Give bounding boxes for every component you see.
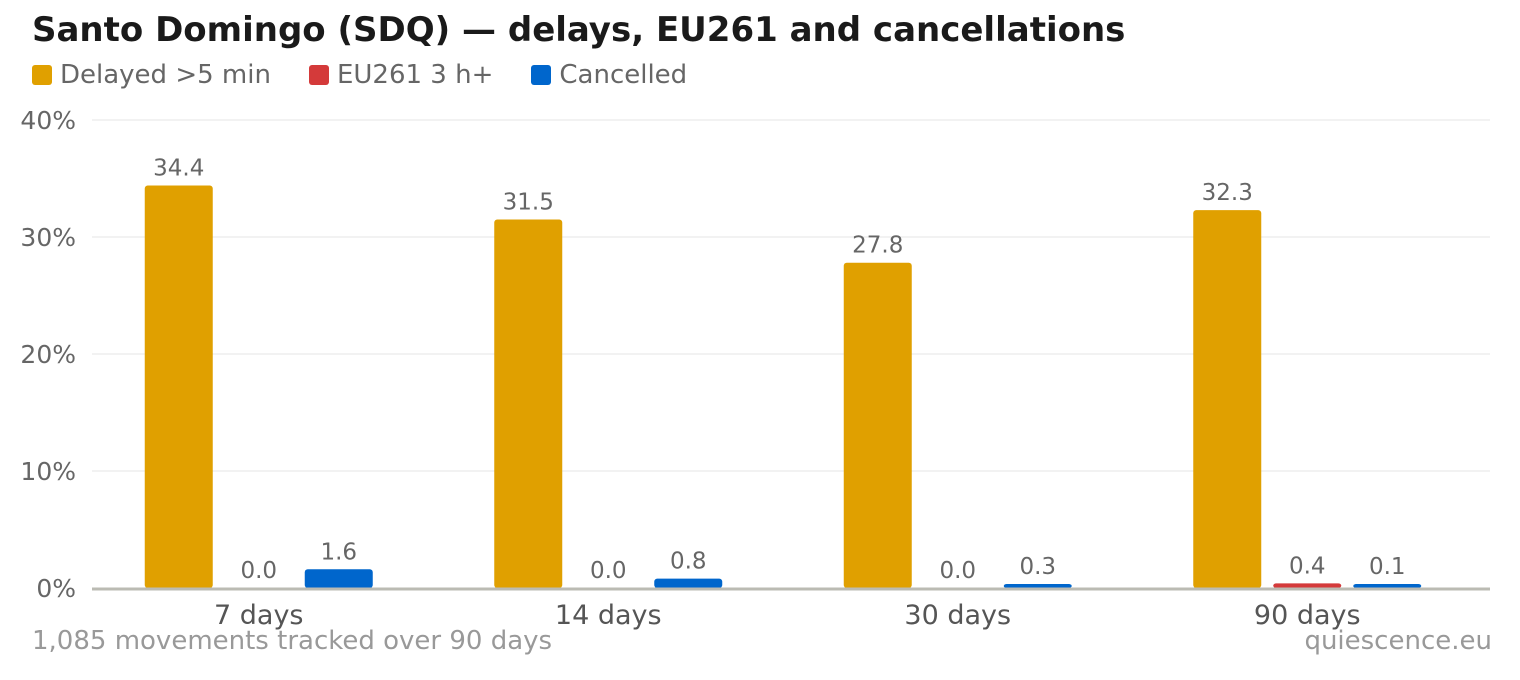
legend-item-delayed: Delayed >5 min [32, 60, 271, 90]
bar [843, 262, 912, 588]
data-label: 0.0 [590, 558, 627, 584]
legend-swatch-cancelled [531, 65, 552, 85]
data-label: 1.6 [320, 539, 357, 565]
bar [1193, 210, 1262, 588]
bar [1273, 583, 1342, 588]
data-label: 31.5 [503, 189, 554, 215]
data-label: 27.8 [852, 233, 903, 259]
data-label: 0.8 [670, 549, 707, 575]
bar [1003, 584, 1072, 588]
data-label: 0.0 [240, 558, 277, 584]
data-label: 0.0 [939, 558, 976, 584]
data-label: 32.3 [1202, 180, 1253, 206]
x-tick-label: 7 days [214, 600, 304, 631]
data-label: 0.3 [1019, 554, 1056, 580]
legend-label-eu261: EU261 3 h+ [336, 60, 494, 90]
data-label: 0.4 [1289, 553, 1326, 579]
x-tick-label: 30 days [904, 600, 1011, 631]
chart-title: Santo Domingo (SDQ) — delays, EU261 and … [32, 10, 1126, 50]
data-label: 0.1 [1369, 554, 1406, 580]
legend-label-cancelled: Cancelled [559, 60, 688, 90]
y-tick-label: 10% [20, 457, 76, 486]
legend-item-eu261: EU261 3 h+ [308, 60, 494, 90]
y-tick-label: 30% [20, 223, 76, 252]
legend-swatch-delayed [32, 65, 52, 85]
bar [654, 578, 723, 588]
chart-legend: Delayed >5 min EU261 3 h+ Cancelled [32, 60, 725, 90]
bar [144, 185, 213, 588]
y-tick-label: 20% [20, 340, 76, 369]
x-tick-label: 14 days [555, 600, 662, 631]
bar [494, 219, 563, 588]
legend-swatch-eu261 [308, 65, 329, 85]
data-label: 34.4 [153, 156, 204, 182]
x-tick-label: 90 days [1254, 600, 1361, 631]
footer-note: 1,085 movements tracked over 90 days [32, 626, 553, 656]
bar [304, 569, 373, 588]
legend-item-cancelled: Cancelled [531, 60, 687, 90]
y-tick-label: 40% [20, 106, 76, 135]
y-tick-label: 0% [36, 574, 76, 603]
bar [1353, 584, 1422, 588]
footer-source: quiescence.eu [1304, 626, 1492, 656]
legend-label-delayed: Delayed >5 min [60, 60, 271, 90]
